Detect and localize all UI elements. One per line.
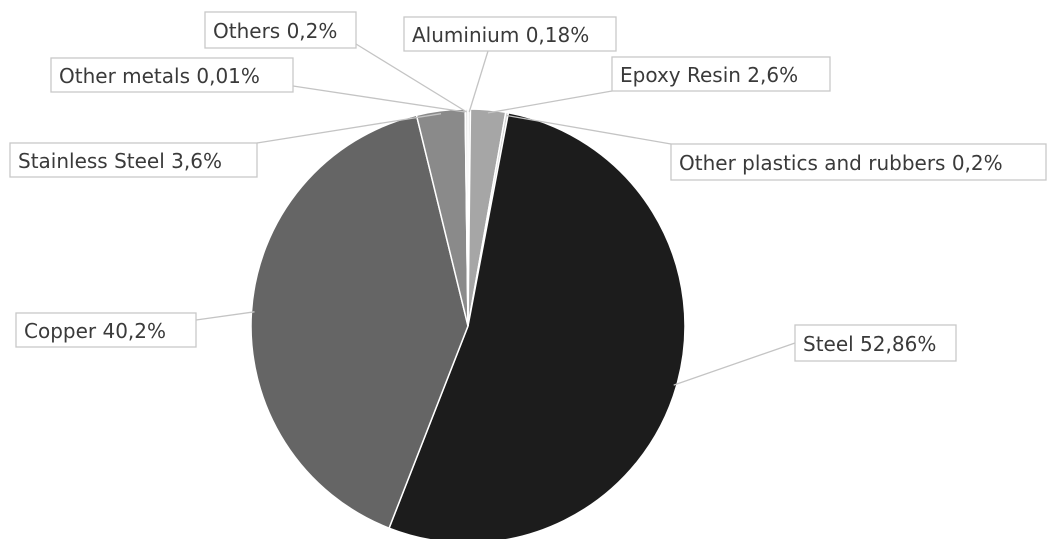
data-label-box-aluminium xyxy=(403,16,617,52)
pie-slice-steel xyxy=(388,111,686,539)
data-label-steel: Steel 52,86% xyxy=(803,332,936,356)
data-label-other-metals: Other metals 0,01% xyxy=(59,64,260,88)
leader-line-others xyxy=(355,43,468,113)
leader-line-other-metals xyxy=(292,85,466,113)
data-label-epoxy-resin: Epoxy Resin 2,6% xyxy=(620,63,798,87)
leader-line-stainless-steel xyxy=(256,113,442,144)
data-label-others: Others 0,2% xyxy=(213,19,337,43)
data-label-box-others xyxy=(204,11,357,49)
data-label-aluminium: Aluminium 0,18% xyxy=(412,23,589,47)
data-label-stainless-steel: Stainless Steel 3,6% xyxy=(18,149,222,173)
data-label-box-epoxy-resin xyxy=(611,56,831,92)
leader-line-epoxy-resin xyxy=(487,90,613,114)
pie-slices xyxy=(250,108,686,539)
data-labels: Aluminium 0,18% Epoxy Resin 2,6% Other pla… xyxy=(9,11,1047,362)
data-label-box-steel xyxy=(794,324,957,362)
leader-line-copper xyxy=(195,311,255,321)
pie-slice-others xyxy=(464,108,469,327)
data-label-box-other-plastics-and-rubbers xyxy=(670,143,1047,181)
data-label-box-other-metals xyxy=(50,57,294,93)
leader-lines xyxy=(195,43,796,386)
data-label-box-stainless-steel xyxy=(9,142,258,178)
leader-line-steel xyxy=(673,342,796,386)
leader-line-aluminium xyxy=(468,50,489,113)
leader-line-other-plastics-and-rubbers xyxy=(506,114,672,145)
data-label-copper: Copper 40,2% xyxy=(24,319,166,343)
data-label-other-plastics-and-rubbers: Other plastics and rubbers 0,2% xyxy=(679,151,1003,175)
data-label-box-copper xyxy=(15,312,197,348)
